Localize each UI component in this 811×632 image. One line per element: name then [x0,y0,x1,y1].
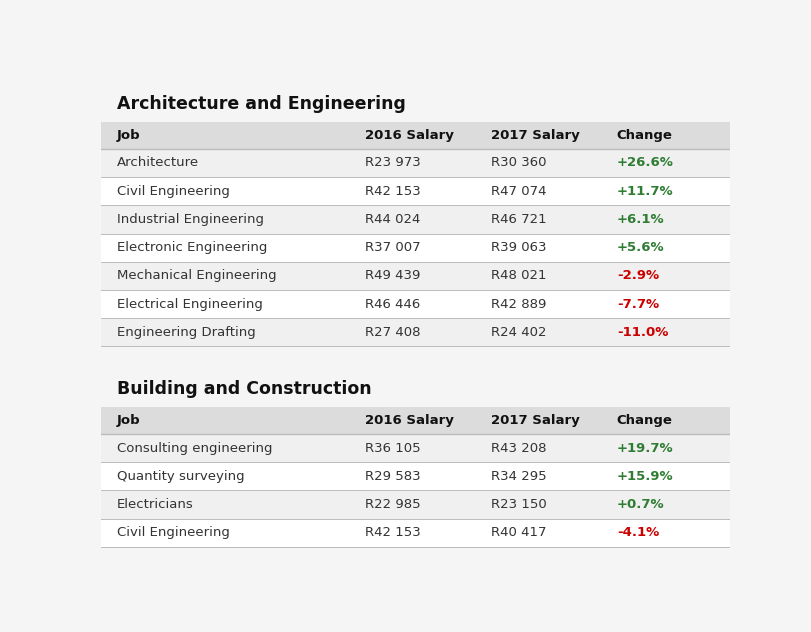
Text: R48 021: R48 021 [491,269,547,283]
Bar [101,519,730,547]
Text: Engineering Drafting: Engineering Drafting [117,326,255,339]
Text: R30 360: R30 360 [491,157,547,169]
Bar [101,434,730,462]
Text: 2017 Salary: 2017 Salary [491,129,580,142]
Text: +11.7%: +11.7% [616,185,673,198]
Bar [101,122,730,149]
Text: -4.1%: -4.1% [616,526,659,539]
Text: Electrical Engineering: Electrical Engineering [117,298,263,310]
Text: Change: Change [616,414,672,427]
Text: Mechanical Engineering: Mechanical Engineering [117,269,277,283]
Text: R23 150: R23 150 [491,498,547,511]
Text: +26.6%: +26.6% [616,157,674,169]
Text: R27 408: R27 408 [365,326,421,339]
Text: R49 439: R49 439 [365,269,421,283]
Bar [101,290,730,318]
Bar [101,407,730,434]
Text: Change: Change [616,129,672,142]
Text: 2016 Salary: 2016 Salary [365,129,454,142]
Bar [101,262,730,290]
Bar [101,490,730,519]
Text: R37 007: R37 007 [365,241,421,254]
Text: +5.6%: +5.6% [616,241,664,254]
Text: Quantity surveying: Quantity surveying [117,470,245,483]
Bar [101,462,730,490]
Bar [101,149,730,177]
Text: Architecture and Engineering: Architecture and Engineering [117,95,406,113]
Text: R39 063: R39 063 [491,241,547,254]
Text: Electronic Engineering: Electronic Engineering [117,241,268,254]
Text: Job: Job [117,414,141,427]
Text: Electricians: Electricians [117,498,194,511]
Text: -2.9%: -2.9% [616,269,659,283]
Text: Civil Engineering: Civil Engineering [117,526,230,539]
Text: Job: Job [117,129,141,142]
Text: R24 402: R24 402 [491,326,547,339]
Text: +15.9%: +15.9% [616,470,673,483]
Text: 2017 Salary: 2017 Salary [491,414,580,427]
Text: R40 417: R40 417 [491,526,547,539]
Text: R46 446: R46 446 [365,298,421,310]
Text: R42 889: R42 889 [491,298,547,310]
Text: R29 583: R29 583 [365,470,421,483]
Text: R23 973: R23 973 [365,157,421,169]
Text: R44 024: R44 024 [365,213,421,226]
Bar [101,233,730,262]
Text: R36 105: R36 105 [365,442,421,454]
Text: R22 985: R22 985 [365,498,421,511]
Text: R34 295: R34 295 [491,470,547,483]
Text: R42 153: R42 153 [365,526,421,539]
Text: Industrial Engineering: Industrial Engineering [117,213,264,226]
Text: +0.7%: +0.7% [616,498,664,511]
Bar [101,177,730,205]
Text: Civil Engineering: Civil Engineering [117,185,230,198]
Text: R43 208: R43 208 [491,442,547,454]
Text: Building and Construction: Building and Construction [117,380,371,399]
Text: R46 721: R46 721 [491,213,547,226]
Text: +6.1%: +6.1% [616,213,664,226]
Text: -11.0%: -11.0% [616,326,668,339]
Text: 2016 Salary: 2016 Salary [365,414,454,427]
Bar [101,205,730,233]
Text: Architecture: Architecture [117,157,200,169]
Text: +19.7%: +19.7% [616,442,673,454]
Text: Consulting engineering: Consulting engineering [117,442,272,454]
Text: -7.7%: -7.7% [616,298,659,310]
Text: R42 153: R42 153 [365,185,421,198]
Bar [101,318,730,346]
Text: R47 074: R47 074 [491,185,547,198]
